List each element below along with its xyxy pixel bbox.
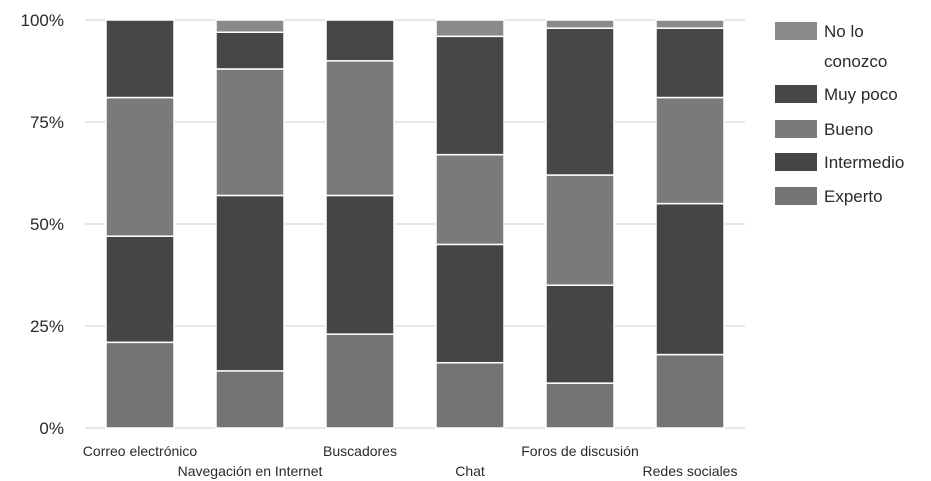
y-tick-label: 25% (30, 317, 64, 336)
legend-swatch (775, 120, 817, 138)
bar-segment (545, 27, 615, 176)
bar-segment (215, 194, 285, 372)
y-tick-label: 100% (21, 11, 64, 30)
y-tick-label: 0% (39, 419, 64, 438)
bar-segment (105, 96, 175, 237)
x-category-label: Foros de discusión (521, 443, 639, 459)
bar-segment (325, 19, 395, 62)
bar-segment (105, 235, 175, 344)
x-category-label: Redes sociales (643, 463, 738, 479)
legend-swatch (775, 85, 817, 103)
bar-segment (215, 68, 285, 197)
y-tick-label: 50% (30, 215, 64, 234)
bar-segment (325, 194, 395, 335)
legend-label: Intermedio (824, 153, 904, 172)
bar-segment (325, 333, 395, 429)
bar-segment (545, 174, 615, 286)
bar-segment (215, 31, 285, 70)
bar-segment (435, 35, 505, 156)
bar-segment (435, 153, 505, 246)
y-tick-label: 75% (30, 113, 64, 132)
bar-segment (215, 370, 285, 429)
gridlines (85, 19, 745, 429)
bar-segment (325, 60, 395, 197)
bar-segment (655, 96, 725, 205)
bar-segment (655, 353, 725, 429)
x-category-label: Buscadores (323, 443, 397, 459)
legend-swatch (775, 22, 817, 40)
legend-label: Bueno (824, 120, 873, 139)
bar-segment (435, 361, 505, 429)
bar-segment (655, 27, 725, 99)
bars (105, 19, 725, 429)
bar-segment (435, 19, 505, 38)
legend-label: Muy poco (824, 85, 898, 104)
legend-label: Experto (824, 187, 883, 206)
bar-segment (215, 19, 285, 33)
x-axis-categories: Correo electrónico Navegación en Internet… (83, 443, 738, 479)
legend: No lo conozco Muy poco Bueno Intermedio Exper… (775, 22, 904, 206)
bar-segment (105, 341, 175, 429)
legend-swatch (775, 153, 817, 171)
bar-segment (545, 19, 615, 29)
bar-segment (655, 202, 725, 356)
y-axis-ticks: 0% 25% 50% 75% 100% (21, 11, 64, 438)
legend-label: conozco (824, 52, 887, 71)
bar-segment (655, 19, 725, 29)
legend-label: No lo (824, 22, 864, 41)
bar-segment (545, 382, 615, 429)
bar-segment (105, 19, 175, 99)
bar-segment (435, 243, 505, 364)
x-category-label: Correo electrónico (83, 443, 198, 459)
x-category-label: Navegación en Internet (178, 463, 323, 479)
bar-segment (545, 284, 615, 384)
x-category-label: Chat (455, 463, 485, 479)
legend-swatch (775, 187, 817, 205)
